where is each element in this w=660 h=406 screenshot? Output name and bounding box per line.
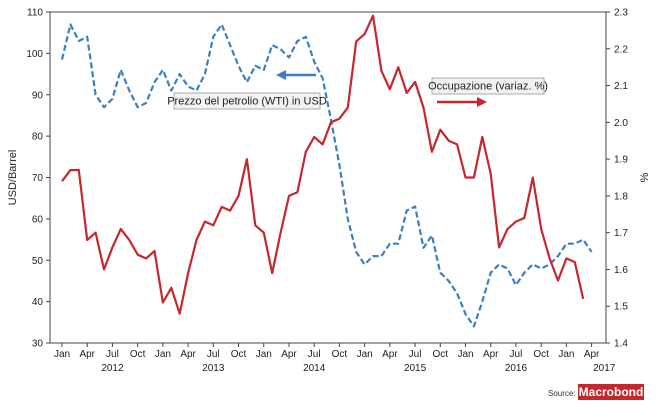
oil-price-line [60, 23, 593, 328]
right-tick-label: 2.1 [614, 81, 628, 92]
x-year-label: 2013 [202, 363, 225, 374]
x-tick-label: Oct [332, 349, 348, 360]
x-tick-label: Jan [54, 349, 70, 360]
x-tick-label: Jan [357, 349, 373, 360]
x-tick-label: Oct [130, 349, 146, 360]
chart-series [60, 14, 593, 328]
x-tick-label: Oct [533, 349, 549, 360]
x-tick-label: Apr [180, 349, 196, 360]
left-tick-label: 50 [32, 256, 44, 267]
right-tick-label: 1.5 [614, 302, 628, 313]
right-tick-label: 2.2 [614, 44, 628, 55]
x-year-label: 2015 [404, 363, 427, 374]
right-tick-label: 1.4 [614, 339, 628, 350]
x-tick-label: Jan [256, 349, 272, 360]
left-tick-label: 90 [32, 90, 44, 101]
employment-arrow-head [477, 97, 487, 107]
left-tick-label: 100 [26, 49, 43, 60]
oil-arrow-head [276, 70, 286, 80]
right-tick-label: 1.8 [614, 191, 628, 202]
x-tick-label: Apr [584, 349, 600, 360]
plot-frame [49, 11, 607, 344]
x-tick-label: Jan [558, 349, 574, 360]
y-axis-left-title: USD/Barrel [7, 150, 19, 206]
x-tick-label: Oct [433, 349, 449, 360]
right-tick-label: 1.6 [614, 265, 628, 276]
employment-line [61, 14, 585, 315]
x-tick-label: Apr [79, 349, 95, 360]
x-year-label: 2016 [505, 363, 528, 374]
oil-label: Prezzo del petrolio (WTI) in USD [167, 96, 327, 108]
left-tick-label: 70 [32, 173, 44, 184]
left-tick-label: 80 [32, 132, 44, 143]
x-tick-label: Jul [106, 349, 119, 360]
left-tick-label: 40 [32, 297, 44, 308]
y-axis-right-title: % [639, 172, 651, 182]
right-tick-label: 2.0 [614, 118, 628, 129]
right-tick-label: 2.3 [614, 8, 628, 19]
x-tick-label: Apr [382, 349, 398, 360]
x-year-label: 2014 [303, 363, 326, 374]
right-tick-label: 1.9 [614, 155, 628, 166]
chart-axes: 30 40 50 60 70 80 90 100 110 1.4 1.5 1.6 1.7 1.8 1.9 2.… [7, 8, 651, 375]
oil-label-box [173, 92, 321, 110]
x-year-label: 2017 [593, 363, 616, 374]
employment-label-box [431, 77, 545, 95]
x-tick-label: Jul [308, 349, 321, 360]
right-tick-label: 1.7 [614, 228, 628, 239]
x-tick-label: Jan [457, 349, 473, 360]
x-tick-label: Apr [483, 349, 499, 360]
left-tick-label: 110 [27, 8, 43, 19]
x-tick-label: Jan [155, 349, 171, 360]
x-tick-label: Apr [281, 349, 297, 360]
chart-annotations: Prezzo del petrolio (WTI) in USD Occupazi… [167, 70, 548, 110]
left-tick-label: 30 [32, 339, 44, 350]
x-tick-label: Jul [510, 349, 523, 360]
macrobond-logo-text: Macrobond [579, 385, 644, 399]
chart-footer: Source: Macrobond [548, 384, 644, 400]
x-tick-label: Jul [409, 349, 422, 360]
employment-label: Occupazione (variaz. %) [428, 81, 548, 93]
x-tick-label: Jul [207, 349, 220, 360]
x-tick-label: Oct [231, 349, 247, 360]
x-year-label: 2012 [101, 363, 124, 374]
macrobond-logo [578, 384, 644, 400]
source-label: Source: [548, 389, 576, 398]
left-tick-label: 60 [32, 214, 44, 225]
